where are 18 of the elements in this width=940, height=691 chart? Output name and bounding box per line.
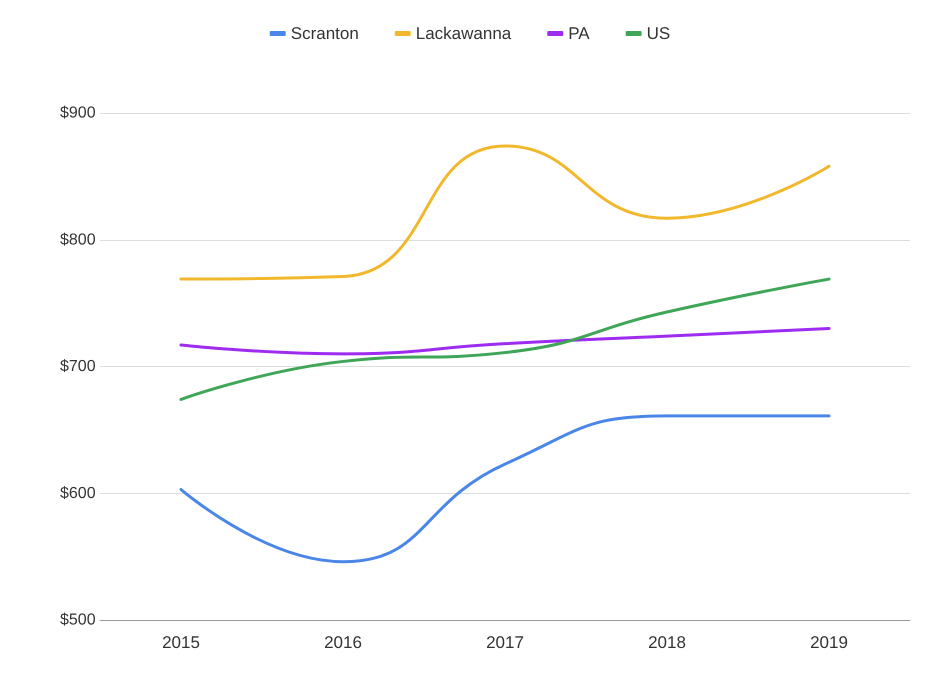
legend-label: US bbox=[646, 24, 670, 43]
y-tick-label: $800 bbox=[60, 231, 96, 248]
y-tick-label: $500 bbox=[60, 612, 96, 628]
legend-label: PA bbox=[568, 24, 590, 43]
x-tick-label: 2019 bbox=[810, 633, 848, 652]
x-tick-label: 2015 bbox=[162, 633, 200, 652]
legend-label: Scranton bbox=[290, 24, 359, 43]
y-tick-label: $900 bbox=[60, 104, 96, 122]
x-tick-label: 2016 bbox=[324, 633, 362, 652]
y-tick-label: $700 bbox=[60, 358, 96, 375]
y-tick-label: $600 bbox=[60, 484, 96, 502]
x-tick-label: 2018 bbox=[648, 633, 686, 652]
line-series bbox=[180, 278, 830, 401]
x-tick-label: 2017 bbox=[486, 633, 524, 652]
line-series bbox=[180, 414, 830, 564]
line-series bbox=[180, 144, 830, 281]
legend-label: Lackawanna bbox=[416, 24, 512, 43]
line-series bbox=[180, 326, 830, 356]
